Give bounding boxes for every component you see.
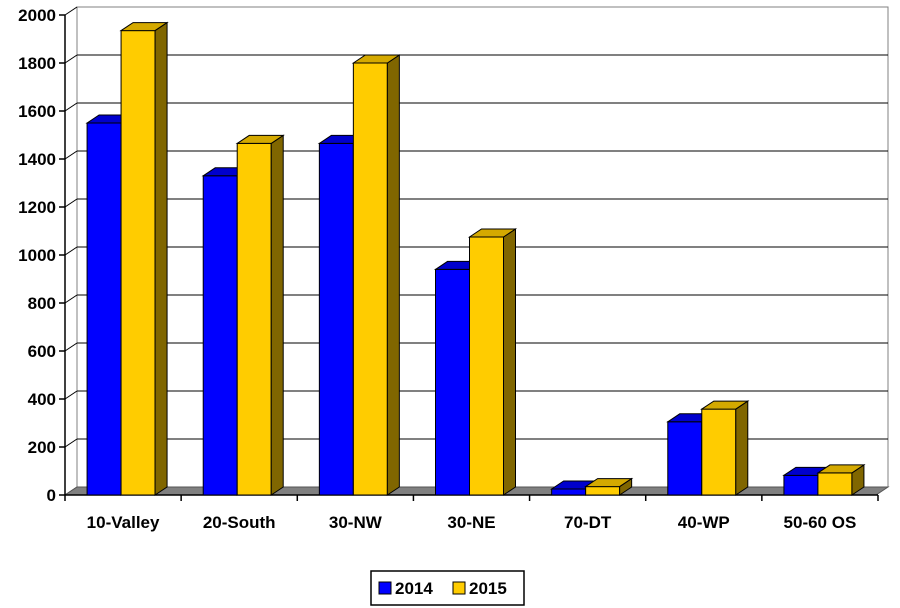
bar-front bbox=[353, 63, 387, 495]
legend-swatch bbox=[453, 582, 465, 594]
bar-front bbox=[436, 269, 470, 495]
wall-gridline bbox=[65, 439, 77, 447]
legend-label: 2014 bbox=[395, 579, 433, 598]
wall-gridline bbox=[65, 391, 77, 399]
bar-front bbox=[203, 176, 237, 495]
bar-front bbox=[237, 143, 271, 495]
bar-side bbox=[736, 401, 748, 495]
wall-gridline bbox=[65, 151, 77, 159]
y-tick-label: 1200 bbox=[18, 198, 56, 217]
legend-label: 2015 bbox=[469, 579, 507, 598]
y-axis: 0 200 400 600 800 1000 1200 1400 1600 1800 2000 bbox=[18, 6, 65, 505]
bar-side bbox=[504, 229, 516, 495]
bar-2015-30-NW bbox=[353, 55, 399, 495]
bar-2015-50-60-OS bbox=[818, 465, 864, 495]
x-tick-label: 70-DT bbox=[564, 513, 612, 532]
y-tick-label: 2000 bbox=[18, 6, 56, 25]
wall-gridline bbox=[65, 7, 77, 15]
y-tick-label: 1000 bbox=[18, 246, 56, 265]
wall-gridline bbox=[65, 247, 77, 255]
wall-gridline bbox=[65, 55, 77, 63]
bar-2015-10-Valley bbox=[121, 23, 167, 495]
bar-front bbox=[668, 422, 702, 495]
y-tick-label: 600 bbox=[28, 342, 56, 361]
bar-side bbox=[155, 23, 167, 495]
x-tick-label: 50-60 OS bbox=[784, 513, 857, 532]
wall-gridline bbox=[65, 295, 77, 303]
wall-gridline bbox=[65, 199, 77, 207]
legend-swatch bbox=[379, 582, 391, 594]
bar-front bbox=[702, 409, 736, 495]
x-tick-label: 30-NE bbox=[447, 513, 495, 532]
y-tick-label: 1400 bbox=[18, 150, 56, 169]
y-tick-label: 400 bbox=[28, 390, 56, 409]
bar-front bbox=[818, 473, 852, 495]
bar-side bbox=[271, 135, 283, 495]
bar-front bbox=[319, 143, 353, 495]
legend[interactable]: 2014 2015 bbox=[371, 571, 524, 605]
bar-side bbox=[387, 55, 399, 495]
bar-2015-20-South bbox=[237, 135, 283, 495]
y-tick-label: 800 bbox=[28, 294, 56, 313]
y-tick-label: 1800 bbox=[18, 54, 56, 73]
bar-front bbox=[586, 487, 620, 495]
x-tick-label: 30-NW bbox=[329, 513, 383, 532]
y-tick-label: 1600 bbox=[18, 102, 56, 121]
bar-2015-40-WP bbox=[702, 401, 748, 495]
x-tick-label: 40-WP bbox=[678, 513, 730, 532]
y-tick-label: 0 bbox=[47, 486, 56, 505]
wall-gridline bbox=[65, 343, 77, 351]
wall-gridline bbox=[65, 103, 77, 111]
bar-front bbox=[552, 489, 586, 495]
x-axis: 10-Valley 20-South 30-NW 30-NE 70-DT 40-WP 50-… bbox=[65, 495, 878, 532]
x-tick-label: 10-Valley bbox=[87, 513, 160, 532]
bar-2015-30-NE bbox=[470, 229, 516, 495]
bar-front bbox=[784, 475, 818, 495]
bar-front bbox=[470, 237, 504, 495]
y-tick-label: 200 bbox=[28, 438, 56, 457]
bar-front bbox=[121, 31, 155, 495]
x-tick-label: 20-South bbox=[203, 513, 276, 532]
bar-front bbox=[87, 123, 121, 495]
